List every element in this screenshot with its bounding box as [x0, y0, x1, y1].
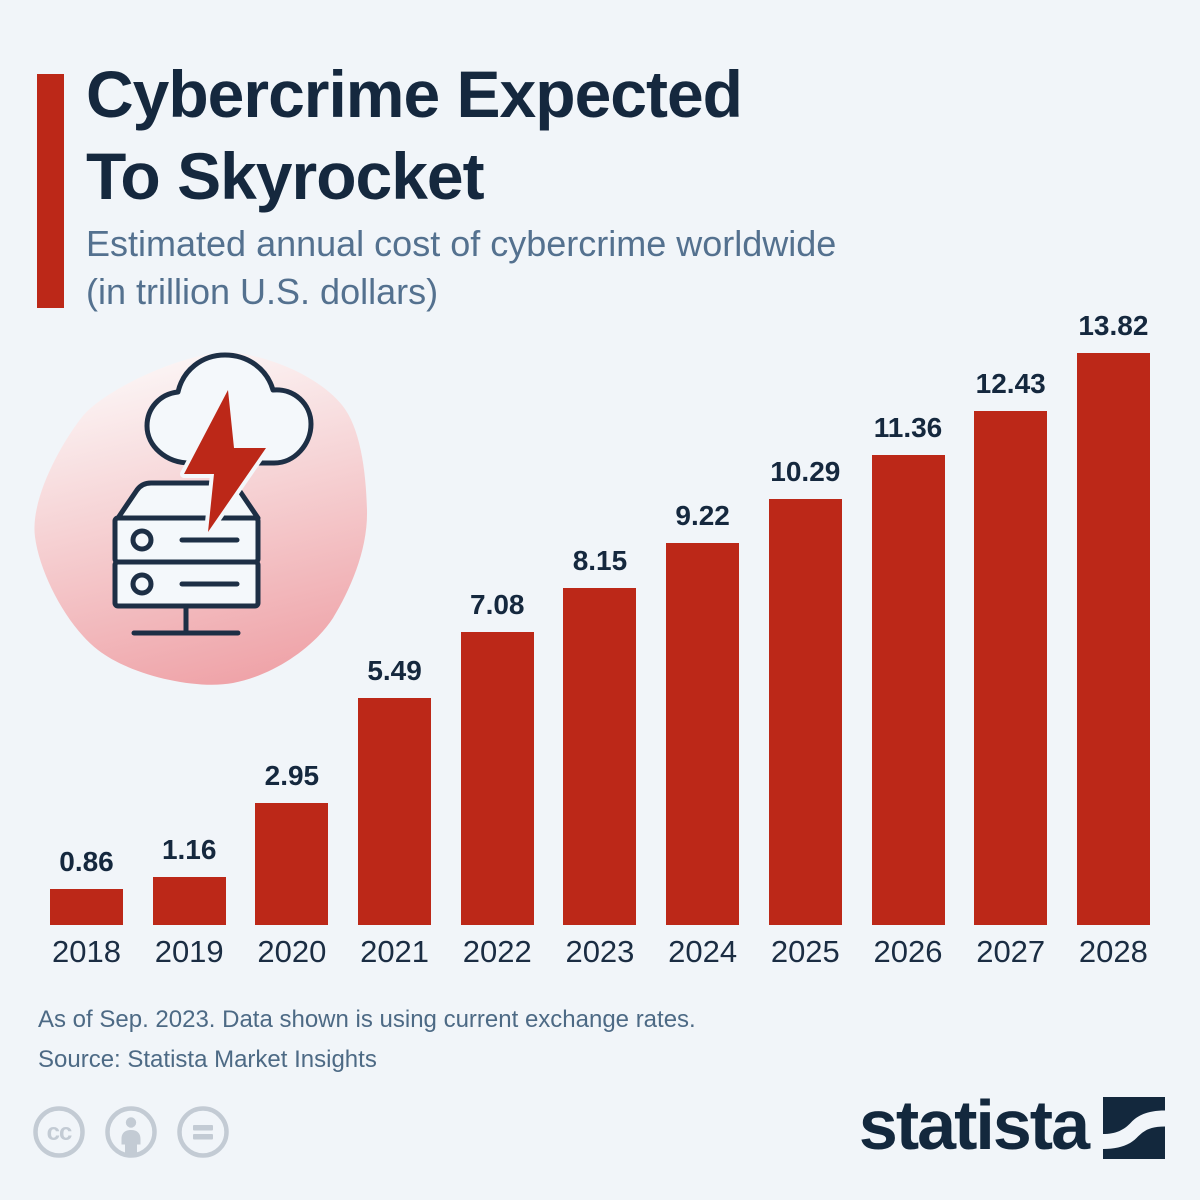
bar-column: 13.82 2028 — [1076, 310, 1150, 971]
x-axis-label: 2021 — [360, 934, 430, 969]
bar-column: 0.86 2018 — [50, 846, 123, 971]
bar — [460, 632, 534, 925]
x-axis-label: 2028 — [1078, 934, 1148, 969]
lightning-bolt-icon — [180, 386, 270, 536]
statista-wordmark: statista — [858, 1086, 1090, 1164]
x-axis-label: 2020 — [257, 934, 327, 969]
bar — [358, 698, 432, 925]
cc-license-icon: cc — [33, 1106, 85, 1158]
bar — [255, 803, 329, 925]
cc-label: cc — [47, 1119, 72, 1146]
bar-value-label: 1.16 — [161, 834, 217, 865]
bar — [563, 588, 637, 925]
cloud-lightning-server-icon — [34, 352, 368, 685]
bar — [666, 543, 740, 925]
bar — [768, 499, 842, 925]
bar-column: 10.29 2025 — [768, 456, 842, 971]
license-icons: cc — [33, 1106, 229, 1158]
bar-value-label: 11.36 — [873, 412, 943, 443]
statista-logomark-icon — [1103, 1097, 1165, 1159]
bar-value-label: 13.82 — [1078, 310, 1149, 341]
x-axis-label: 2025 — [770, 934, 840, 969]
footnote-asof: As of Sep. 2023. Data shown is using cur… — [38, 1006, 696, 1033]
title-accent-bar — [37, 74, 64, 308]
title-line-2: To Skyrocket — [86, 138, 485, 213]
footnote-source: Source: Statista Market Insights — [38, 1046, 377, 1073]
bar-column: 7.08 2022 — [460, 589, 534, 971]
subtitle-line-2: (in trillion U.S. dollars) — [86, 270, 439, 312]
bar-column: 12.43 2027 — [974, 368, 1048, 971]
bar-column: 8.15 2023 — [563, 545, 637, 971]
bar — [50, 889, 123, 925]
x-axis-label: 2023 — [565, 934, 635, 969]
x-axis-label: 2022 — [462, 934, 532, 969]
title-line-1: Cybercrime Expected — [86, 57, 743, 131]
bar — [152, 877, 226, 925]
bar-value-label: 2.95 — [264, 760, 320, 791]
bar-column: 9.22 2024 — [666, 500, 740, 971]
x-axis-label: 2026 — [873, 934, 943, 969]
bar-value-label: 12.43 — [975, 368, 1046, 399]
equals-no-derivatives-icon — [177, 1106, 229, 1158]
bar-value-label: 7.08 — [470, 589, 525, 620]
x-axis-label: 2024 — [668, 934, 738, 969]
bar-value-label: 5.49 — [367, 655, 422, 686]
footnote: As of Sep. 2023. Data shown is using cur… — [38, 1000, 696, 1080]
bar — [974, 411, 1048, 925]
bar-value-label: 10.29 — [770, 456, 841, 487]
attribution-person-icon — [105, 1106, 157, 1158]
bar-column: 1.16 2019 — [152, 834, 226, 971]
bar-column: 2.95 2020 — [255, 760, 329, 971]
x-axis-label: 2027 — [976, 934, 1046, 969]
x-axis-label: 2019 — [154, 934, 224, 969]
bar-column: 5.49 2021 — [358, 655, 432, 971]
page-title: Cybercrime Expected To Skyrocket — [86, 54, 743, 218]
statista-logo: statista — [858, 1086, 1165, 1164]
bar-value-label: 9.22 — [675, 500, 730, 531]
bar-value-label: 8.15 — [572, 545, 628, 576]
x-axis-label: 2018 — [52, 934, 121, 969]
bar-chart: 0.86 2018 1.16 2019 2.95 2020 5.49 2021 7.08 2022… — [50, 310, 1150, 971]
bar — [1076, 353, 1150, 925]
bar — [871, 455, 945, 925]
bar-column: 11.36 2026 — [871, 412, 945, 971]
bar-value-label: 0.86 — [59, 846, 114, 877]
page-subtitle: Estimated annual cost of cybercrime worl… — [86, 220, 836, 315]
subtitle-line-1: Estimated annual cost of cybercrime worl… — [86, 223, 837, 264]
